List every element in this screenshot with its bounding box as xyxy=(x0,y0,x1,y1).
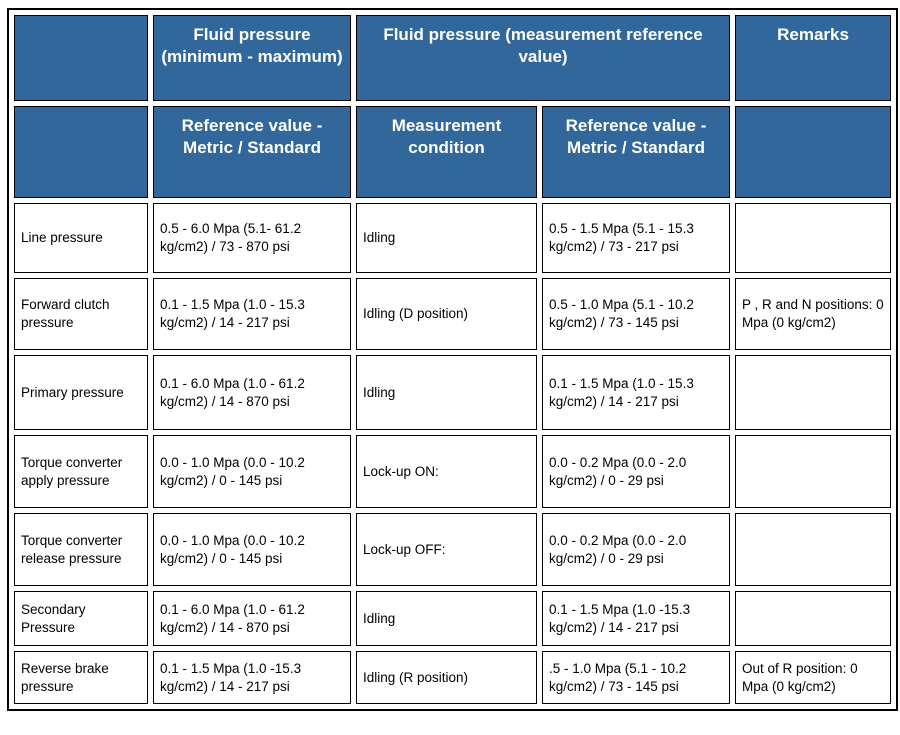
remarks-cell: Out of R position: 0 Mpa (0 kg/cm2) xyxy=(735,651,892,704)
min-max-value-cell: 0.1 - 6.0 Mpa (1.0 - 61.2 kg/cm2) / 14 -… xyxy=(153,591,351,646)
min-max-value-cell: 0.0 - 1.0 Mpa (0.0 - 10.2 kg/cm2) / 0 - … xyxy=(153,513,351,586)
table-row: Secondary Pressure 0.1 - 6.0 Mpa (1.0 - … xyxy=(14,591,892,646)
reference-value-cell: 0.0 - 0.2 Mpa (0.0 - 2.0 kg/cm2) / 0 - 2… xyxy=(542,513,731,586)
measurement-condition-cell: Idling xyxy=(356,591,537,646)
measurement-condition-cell: Idling (D position) xyxy=(356,278,537,350)
min-max-value-cell: 0.1 - 1.5 Mpa (1.0 -15.3 kg/cm2) / 14 - … xyxy=(153,651,351,704)
remarks-cell xyxy=(735,435,892,508)
subheader-cell-empty-remarks xyxy=(735,106,892,198)
reference-value-cell: 0.1 - 1.5 Mpa (1.0 -15.3 kg/cm2) / 14 - … xyxy=(542,591,731,646)
min-max-value-cell: 0.5 - 6.0 Mpa (5.1- 61.2 kg/cm2) / 73 - … xyxy=(153,203,351,273)
reference-value-cell: .5 - 1.0 Mpa (5.1 - 10.2 kg/cm2) / 73 - … xyxy=(542,651,731,704)
min-max-value-cell: 0.1 - 1.5 Mpa (1.0 - 15.3 kg/cm2) / 14 -… xyxy=(153,278,351,350)
subheader-cell-empty-left xyxy=(14,106,148,198)
header-cell-fluid-pressure-min-max: Fluid pressure (minimum - maximum) xyxy=(153,15,351,101)
table-row: Torque converter release pressure 0.0 - … xyxy=(14,513,892,586)
min-max-value-cell: 0.0 - 1.0 Mpa (0.0 - 10.2 kg/cm2) / 0 - … xyxy=(153,435,351,508)
header-cell-empty-top-left xyxy=(14,15,148,101)
measurement-condition-cell: Idling (R position) xyxy=(356,651,537,704)
subheader-cell-reference-value-measurement: Reference value - Metric / Standard xyxy=(542,106,731,198)
remarks-cell xyxy=(735,591,892,646)
row-label-cell: Torque converter apply pressure xyxy=(14,435,148,508)
min-max-value-cell: 0.1 - 6.0 Mpa (1.0 - 61.2 kg/cm2) / 14 -… xyxy=(153,355,351,430)
row-label-cell: Line pressure xyxy=(14,203,148,273)
table-row: Forward clutch pressure 0.1 - 1.5 Mpa (1… xyxy=(14,278,892,350)
remarks-cell xyxy=(735,203,892,273)
row-label-cell: Reverse brake pressure xyxy=(14,651,148,704)
measurement-condition-cell: Idling xyxy=(356,203,537,273)
header-row-subheaders: Reference value - Metric / Standard Meas… xyxy=(14,106,892,198)
row-label-cell: Torque converter release pressure xyxy=(14,513,148,586)
subheader-cell-reference-value-min-max: Reference value - Metric / Standard xyxy=(153,106,351,198)
header-row-groups: Fluid pressure (minimum - maximum) Fluid… xyxy=(14,15,892,101)
measurement-condition-cell: Lock-up ON: xyxy=(356,435,537,508)
table-row: Reverse brake pressure 0.1 - 1.5 Mpa (1.… xyxy=(14,651,892,704)
reference-value-cell: 0.5 - 1.5 Mpa (5.1 - 15.3 kg/cm2) / 73 -… xyxy=(542,203,731,273)
reference-value-cell: 0.1 - 1.5 Mpa (1.0 - 15.3 kg/cm2) / 14 -… xyxy=(542,355,731,430)
row-label-cell: Primary pressure xyxy=(14,355,148,430)
reference-value-cell: 0.5 - 1.0 Mpa (5.1 - 10.2 kg/cm2) / 73 -… xyxy=(542,278,731,350)
table-body: Line pressure 0.5 - 6.0 Mpa (5.1- 61.2 k… xyxy=(14,203,892,704)
measurement-condition-cell: Idling xyxy=(356,355,537,430)
table-row: Primary pressure 0.1 - 6.0 Mpa (1.0 - 61… xyxy=(14,355,892,430)
remarks-cell xyxy=(735,513,892,586)
fluid-pressure-table: Fluid pressure (minimum - maximum) Fluid… xyxy=(7,8,899,711)
header-cell-fluid-pressure-measurement: Fluid pressure (measurement reference va… xyxy=(356,15,731,101)
header-cell-remarks: Remarks xyxy=(735,15,892,101)
row-label-cell: Secondary Pressure xyxy=(14,591,148,646)
reference-value-cell: 0.0 - 0.2 Mpa (0.0 - 2.0 kg/cm2) / 0 - 2… xyxy=(542,435,731,508)
table-row: Line pressure 0.5 - 6.0 Mpa (5.1- 61.2 k… xyxy=(14,203,892,273)
remarks-cell: P , R and N positions: 0 Mpa (0 kg/cm2) xyxy=(735,278,892,350)
remarks-cell xyxy=(735,355,892,430)
subheader-cell-measurement-condition: Measurement condition xyxy=(356,106,537,198)
row-label-cell: Forward clutch pressure xyxy=(14,278,148,350)
measurement-condition-cell: Lock-up OFF: xyxy=(356,513,537,586)
table-row: Torque converter apply pressure 0.0 - 1.… xyxy=(14,435,892,508)
